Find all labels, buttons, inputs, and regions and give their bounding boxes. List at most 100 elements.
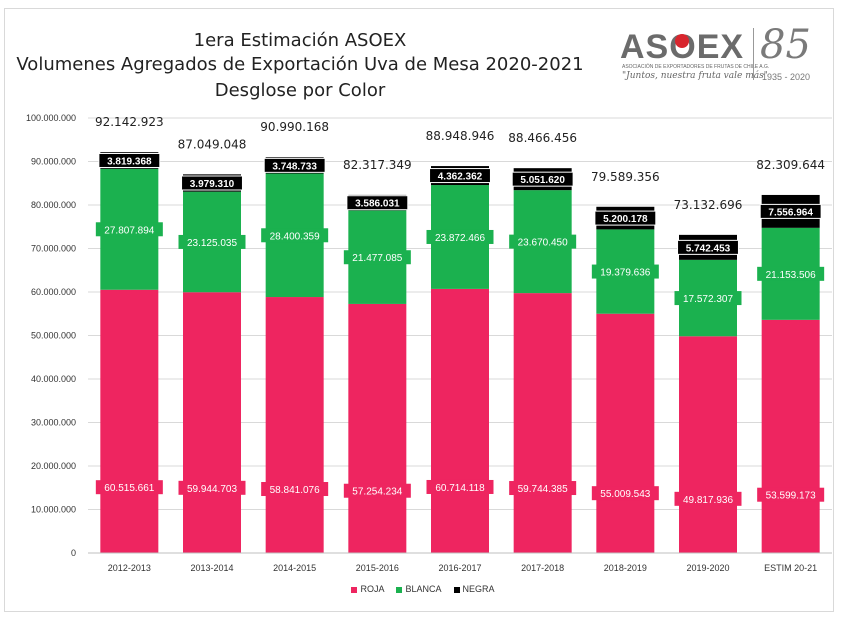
legend-swatch — [453, 586, 460, 593]
bar-segment-roja — [761, 319, 820, 553]
y-tick-label: 50.000.000 — [31, 331, 76, 341]
x-tick-label: 2015-2016 — [356, 563, 399, 573]
legend-label: NEGRA — [462, 584, 495, 594]
total-label: 87.049.048 — [178, 137, 247, 151]
data-label-box — [426, 229, 494, 244]
bar-segment-roja — [348, 303, 407, 553]
total-label: 82.309.644 — [756, 158, 825, 172]
data-label-box — [674, 491, 742, 506]
total-label: 92.142.923 — [95, 115, 164, 129]
data-label-box — [95, 480, 163, 495]
data-label-box — [343, 250, 411, 265]
data-label-blanca: 23.125.035 — [187, 238, 237, 249]
grape-icon — [675, 34, 690, 48]
data-label-blanca: 19.379.636 — [600, 268, 650, 279]
data-label-roja: 59.944.703 — [187, 484, 237, 495]
data-label-blanca: 27.807.894 — [104, 225, 154, 236]
y-tick-label: 60.000.000 — [31, 287, 76, 297]
data-label-blanca: 28.400.359 — [270, 231, 320, 242]
data-label-roja: 59.744.385 — [518, 484, 568, 495]
data-label-box — [757, 266, 825, 281]
chart-title-line2: Volumenes Agregados de Exportación Uva d… — [16, 54, 584, 75]
legend-label: ROJA — [360, 584, 385, 594]
data-label-box — [98, 152, 161, 168]
data-label-roja: 58.841.076 — [270, 485, 320, 496]
data-label-negra: 7.556.964 — [768, 207, 813, 218]
logo-anniversary: 85 — [760, 22, 811, 68]
logo-slogan: "Juntos, nuestra fruta vale más" — [622, 71, 768, 81]
logo-word-o: O — [669, 28, 696, 66]
data-label-negra: 5.051.620 — [520, 175, 565, 186]
data-label-box — [677, 239, 739, 255]
data-label-box — [426, 479, 494, 494]
logo-word-pre: AS — [620, 28, 670, 66]
chart-frame — [4, 8, 834, 612]
data-label-negra: 4.362.362 — [438, 172, 483, 183]
total-label: 79.589.356 — [591, 170, 660, 184]
data-label-roja: 60.515.661 — [104, 483, 154, 494]
y-tick-label: 30.000.000 — [31, 418, 76, 428]
y-tick-label: 20.000.000 — [31, 461, 76, 471]
y-tick-label: 80.000.000 — [31, 200, 76, 210]
bar-segment-roja — [679, 336, 737, 553]
x-tick-label: ESTIM 20-21 — [764, 563, 817, 573]
logo-word-post: EX — [696, 28, 745, 66]
data-label-box — [594, 210, 657, 226]
legend-item-roja: ROJA — [351, 584, 384, 594]
data-label-box — [591, 264, 659, 279]
data-label-roja: 49.817.936 — [683, 495, 733, 506]
x-tick-label: 2019-2020 — [686, 563, 729, 573]
logo-subtitle: ASOCIACIÓN DE EXPORTADORES DE FRUTAS DE … — [622, 64, 770, 70]
total-label: 88.948.946 — [426, 129, 495, 143]
data-label-roja: 53.599.173 — [766, 491, 816, 502]
data-label-box — [178, 480, 246, 495]
data-label-blanca: 21.477.085 — [352, 253, 402, 264]
data-label-box — [509, 234, 577, 249]
y-tick-label: 10.000.000 — [31, 505, 76, 515]
y-tick-label: 90.000.000 — [31, 157, 76, 167]
data-label-negra: 3.586.031 — [355, 199, 400, 210]
data-label-box — [757, 487, 825, 502]
data-label-box — [509, 481, 577, 496]
logo-wordmark: ASOEX — [620, 28, 744, 67]
data-label-box — [261, 482, 329, 497]
data-label-box — [263, 157, 326, 173]
total-label: 88.466.456 — [508, 131, 577, 145]
data-label-roja: 60.714.118 — [435, 483, 485, 494]
legend-swatch — [396, 586, 403, 593]
chart-title-line1: 1era Estimación ASOEX — [193, 30, 407, 51]
data-label-negra: 3.979.310 — [190, 179, 235, 190]
data-label-box — [759, 203, 822, 219]
asoex-logo: ASOEX ASOCIACIÓN DE EXPORTADORES DE FRUT… — [620, 22, 825, 84]
legend-swatch — [351, 586, 358, 593]
data-label-box — [429, 168, 491, 184]
legend-item-negra: NEGRA — [453, 584, 495, 594]
x-tick-label: 2017-2018 — [521, 563, 564, 573]
total-label: 90.990.168 — [260, 120, 329, 134]
x-tick-label: 2012-2013 — [108, 563, 151, 573]
y-tick-label: 0 — [71, 548, 76, 558]
data-label-roja: 55.009.543 — [600, 489, 650, 500]
data-label-roja: 57.254.234 — [352, 487, 402, 498]
data-label-negra: 5.200.178 — [603, 214, 648, 225]
data-label-box — [591, 486, 659, 501]
data-label-box — [343, 483, 411, 498]
data-label-blanca: 23.670.450 — [518, 238, 568, 249]
data-label-box — [511, 171, 574, 187]
legend-label: BLANCA — [405, 584, 442, 594]
x-tick-label: 2018-2019 — [604, 563, 647, 573]
chart-title-line3: Desglose por Color — [214, 80, 386, 101]
bar-segment-roja — [183, 292, 241, 553]
bar-segment-roja — [431, 288, 489, 553]
data-label-box — [181, 175, 243, 191]
data-label-box — [674, 291, 742, 306]
data-label-negra: 3.819.368 — [107, 156, 152, 167]
data-label-box — [95, 222, 163, 237]
bar-segment-roja — [596, 313, 655, 553]
bar-segment-roja — [513, 293, 572, 553]
data-label-box — [346, 195, 409, 211]
chart-legend: ROJA BLANCA NEGRA — [0, 584, 846, 594]
x-tick-label: 2014-2015 — [273, 563, 316, 573]
data-label-negra: 5.742.453 — [686, 243, 731, 254]
data-label-blanca: 17.572.307 — [683, 294, 733, 305]
